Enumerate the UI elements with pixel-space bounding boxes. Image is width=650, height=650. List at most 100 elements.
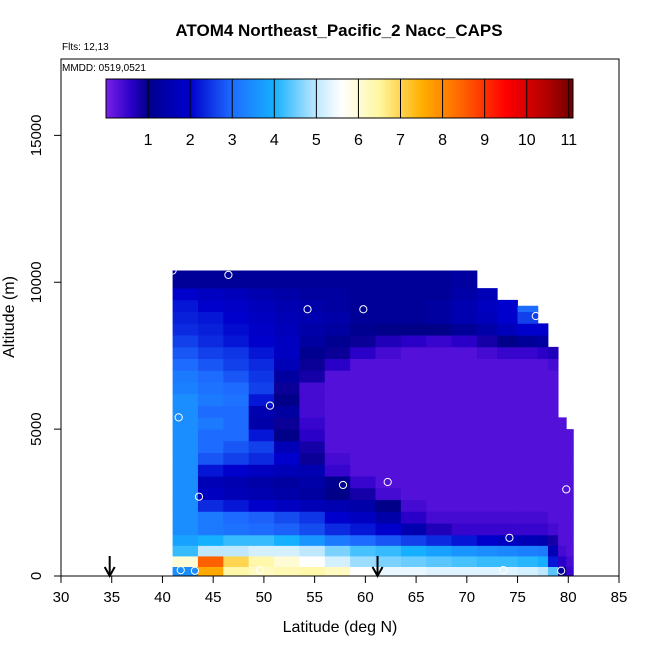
heatmap-cell [350,566,376,577]
heatmap-cell [537,358,549,371]
heatmap-cell [400,556,427,567]
heatmap-cell [517,305,539,313]
heatmap-cell [497,487,518,501]
heatmap-cell [451,405,478,418]
heatmap-cell [517,370,539,383]
heatmap-cell [476,405,498,418]
heatmap-cell [375,358,402,371]
flight-arrow [103,556,116,579]
heatmap-cell [547,346,559,360]
heatmap-cell [197,299,224,313]
heatmap-cell [517,545,539,557]
heatmap-cell [375,476,402,489]
heatmap-cell [197,487,224,501]
heatmap-cell [350,545,376,557]
heatmap-cell [497,382,518,395]
heatmap-cell [558,545,567,557]
heatmap-cell [248,288,275,301]
heatmap-cell [375,346,402,360]
heatmap-cell [517,346,539,360]
heatmap-cell [566,487,574,501]
heatmap-cell [248,311,275,324]
heatmap-cell [274,545,300,557]
heatmap-cell [426,499,452,512]
heatmap-cell [299,429,326,442]
heatmap-cell [375,523,402,536]
heatmap-cell [248,358,275,371]
heatmap-cell [547,382,559,395]
heatmap-cell [451,440,478,454]
heatmap-cell [324,288,351,301]
heatmap-cell [517,476,539,489]
colorbar-tick-label: 7 [396,132,405,149]
heatmap-cell [172,464,199,477]
x-tick-label: 55 [306,589,323,606]
heatmap-cell [223,545,250,557]
heatmap-cell [223,440,250,454]
heatmap-cell [566,476,574,489]
heatmap-cell [375,429,402,442]
heatmap-cell [274,393,300,407]
heatmap-cell [172,499,199,512]
heatmap-cell [299,358,326,371]
heatmap-cell [517,499,539,512]
sample-point [190,566,200,575]
heatmap-cell [172,545,199,557]
heatmap-cell [375,464,402,477]
heatmap-cell [299,299,326,313]
y-tick-label: 5000 [28,412,45,445]
heatmap-cell [324,358,351,371]
heatmap-cell [400,429,427,442]
heatmap-cell [299,311,326,324]
heatmap-cell [426,429,452,442]
heatmap-cell [248,440,275,454]
flights-note: Flts: 12,13 [62,42,109,53]
heatmap-cell [476,346,498,360]
heatmap-cell [451,311,478,324]
heatmap-cell [274,358,300,371]
heatmap-cell [400,499,427,512]
heatmap-cell [375,323,402,336]
heatmap-cell [558,566,567,577]
heatmap-cell [223,370,250,383]
heatmap-cell [223,311,250,324]
heatmap-cell [426,370,452,383]
heatmap-cell [426,417,452,430]
heatmap-cell [375,417,402,430]
heatmap-cell [547,511,559,524]
chart-title: ATOM4 Northeast_Pacific_2 Nacc_CAPS [175,21,502,40]
heatmap-cell [299,566,326,577]
heatmap-cell [537,440,549,454]
heatmap-cell [476,335,498,348]
heatmap-cell [350,523,376,536]
heatmap-cell [451,566,478,577]
heatmap-cell [248,534,275,546]
heatmap-cell [476,382,498,395]
heatmap-cell [517,534,539,546]
heatmap-cell [566,452,574,465]
heatmap-cell [299,323,326,336]
heatmap-cell [451,417,478,430]
heatmap-cell [566,556,574,567]
heatmap-cell [299,370,326,383]
heatmap-cell [197,534,224,546]
heatmap-cell [350,429,376,442]
heatmap-cell [223,523,250,536]
heatmap-cell [426,556,452,567]
heatmap-cell [172,358,199,371]
heatmap-cell [558,556,567,567]
heatmap-cell [400,487,427,501]
x-tick-label: 60 [357,589,374,606]
heatmap-cell [426,534,452,546]
heatmap-cell [426,440,452,454]
heatmap-cell [476,417,498,430]
heatmap-cell [497,393,518,407]
heatmap-cell [350,358,376,371]
heatmap-cell [375,452,402,465]
heatmap-cell [517,335,539,348]
heatmap-cell [324,566,351,577]
heatmap-cell [223,358,250,371]
heatmap-cell [426,270,452,289]
heatmap-cell [248,556,275,567]
heatmap-cell [248,335,275,348]
